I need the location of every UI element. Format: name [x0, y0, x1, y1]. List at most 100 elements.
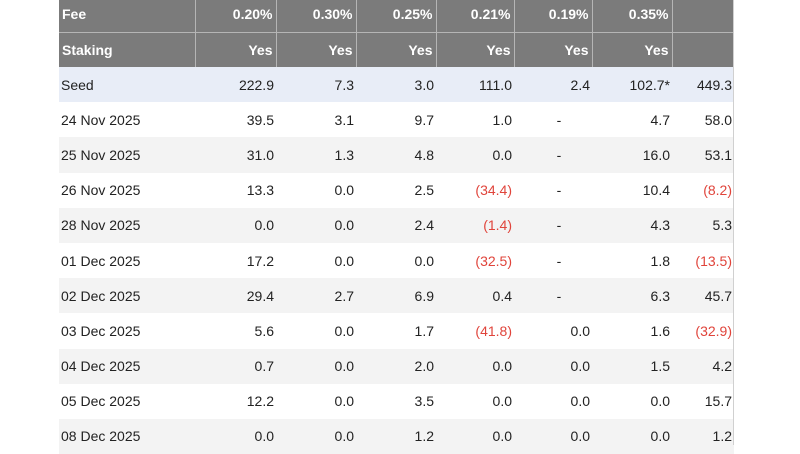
date-cell: 03 Dec 2025 [59, 313, 195, 349]
value-cell: 2.4 [356, 207, 436, 243]
value-cell: 5.6 [195, 313, 276, 349]
value-cell: 6.9 [356, 278, 436, 314]
date-cell: 25 Nov 2025 [59, 137, 195, 173]
value-cell: (32.5) [436, 242, 514, 279]
date-cell: 02 Dec 2025 [59, 278, 195, 314]
value-cell: 29.4 [195, 278, 276, 314]
fee-label: Fee [59, 0, 196, 33]
table-row: 01 Dec 2025 17.2 0.0 0.0 (32.5) -1.8 (13.5) [59, 242, 734, 279]
value-cell: 1.3 [276, 137, 356, 173]
value-cell: 16.0 [592, 137, 672, 173]
value-cell: 0.0 [436, 348, 514, 384]
value-cell: 1.6 [592, 313, 672, 349]
fee-value: 0.21% [436, 0, 515, 33]
value-cell: 0.0 [276, 383, 356, 419]
value-cell: 4.2 [672, 348, 734, 384]
value-cell: 31.0 [195, 137, 276, 173]
value-cell: 2.5 [356, 172, 436, 208]
value-cell: (8.2) [672, 172, 734, 208]
fee-value: 0.25% [356, 0, 437, 33]
table-row: 05 Dec 2025 12.2 0.0 3.5 0.0 0.0 0.0 15.7 [59, 383, 734, 419]
value-cell: 0.0 [514, 418, 592, 454]
value-cell: 7.3 [276, 67, 356, 103]
value-cell: 10.4 [592, 172, 672, 208]
staking-value: Yes [514, 32, 593, 67]
value-cell: - [514, 242, 592, 279]
value-cell: 0.0 [195, 418, 276, 454]
value-cell: 3.0 [356, 67, 436, 103]
table-row: 08 Dec 2025 0.0 0.0 1.2 0.0 0.0 0.0 1.2 [59, 418, 734, 454]
value-cell: 449.3 [672, 67, 734, 103]
value-cell: 5.3 [672, 207, 734, 243]
date-cell: 01 Dec 2025 [59, 242, 195, 279]
value-cell: 39.5 [195, 102, 276, 138]
value-cell: 3.1 [276, 102, 356, 138]
value-cell: 1.8 [592, 242, 672, 279]
value-cell: 45.7 [672, 278, 734, 314]
table-body: Seed 222.9 7.3 3.0 111.0 2.4 102.7* 449.3 24 Nov… [59, 67, 734, 454]
value-cell: 15.7 [672, 383, 734, 419]
value-cell: 1.2 [672, 418, 734, 454]
seed-label: Seed [59, 67, 195, 103]
value-cell: 0.0 [592, 418, 672, 454]
table-row: 26 Nov 2025 13.3 0.0 2.5 (34.4) -10.4 (8.2) [59, 172, 734, 208]
value-cell: 111.0 [436, 67, 514, 103]
value-cell: 58.0 [672, 102, 734, 138]
date-cell: 28 Nov 2025 [59, 207, 195, 243]
table-row: 02 Dec 2025 29.4 2.7 6.9 0.4-6.3 45.7 [59, 278, 734, 314]
value-cell: - [514, 102, 592, 138]
value-cell: 6.3 [592, 278, 672, 314]
value-cell: 9.7 [356, 102, 436, 138]
flows-table-container: Fee 0.20% 0.30% 0.25% 0.21% 0.19% 0.35% … [59, 0, 734, 454]
value-cell: 0.0 [195, 207, 276, 243]
value-cell: - [514, 172, 592, 208]
fee-value: 0.19% [514, 0, 593, 33]
table-right-edge [733, 0, 734, 445]
value-cell: 0.0 [436, 137, 514, 173]
value-cell: (34.4) [436, 172, 514, 208]
value-cell: 2.0 [356, 348, 436, 384]
value-cell: 2.4 [514, 67, 592, 103]
value-cell: 17.2 [195, 242, 276, 279]
value-cell: 0.0 [514, 313, 592, 349]
value-cell: 4.7 [592, 102, 672, 138]
value-cell: 102.7* [592, 67, 672, 103]
value-cell: 0.0 [276, 313, 356, 349]
table-row: 03 Dec 2025 5.6 0.0 1.7 (41.8) 0.0 1.6 (32.9) [59, 313, 734, 349]
value-cell: 0.0 [276, 207, 356, 243]
staking-value: Yes [436, 32, 515, 67]
value-cell: 1.5 [592, 348, 672, 384]
table-row: 04 Dec 2025 0.7 0.0 2.0 0.0 0.0 1.5 4.2 [59, 348, 734, 384]
date-cell: 24 Nov 2025 [59, 102, 195, 138]
value-cell: 0.0 [276, 172, 356, 208]
value-cell: 53.1 [672, 137, 734, 173]
value-cell: 1.0 [436, 102, 514, 138]
table-row: 24 Nov 2025 39.5 3.1 9.7 1.0-4.7 58.0 [59, 102, 734, 138]
value-cell: 0.0 [436, 383, 514, 419]
staking-value: Yes [356, 32, 437, 67]
value-cell: 3.5 [356, 383, 436, 419]
staking-label: Staking [59, 32, 196, 67]
value-cell: 0.0 [276, 348, 356, 384]
value-cell: 0.0 [436, 418, 514, 454]
fee-value: 0.20% [195, 0, 277, 33]
staking-value: Yes [195, 32, 277, 67]
table-row: 25 Nov 2025 31.0 1.3 4.8 0.0-16.0 53.1 [59, 137, 734, 173]
value-cell: - [514, 207, 592, 243]
value-cell: (13.5) [672, 242, 734, 279]
value-cell: 0.4 [436, 278, 514, 314]
value-cell: (32.9) [672, 313, 734, 349]
value-cell: - [514, 137, 592, 173]
value-cell: 0.7 [195, 348, 276, 384]
flows-table: Fee 0.20% 0.30% 0.25% 0.21% 0.19% 0.35% … [59, 0, 734, 454]
value-cell: 0.0 [356, 242, 436, 279]
date-cell: 08 Dec 2025 [59, 418, 195, 454]
value-cell: (1.4) [436, 207, 514, 243]
fee-value: 0.35% [592, 0, 673, 33]
seed-row: Seed 222.9 7.3 3.0 111.0 2.4 102.7* 449.3 [59, 67, 734, 103]
fee-row: Fee 0.20% 0.30% 0.25% 0.21% 0.19% 0.35% [59, 0, 734, 33]
date-cell: 26 Nov 2025 [59, 172, 195, 208]
staking-value: Yes [276, 32, 357, 67]
value-cell: - [514, 278, 592, 314]
value-cell: 0.0 [592, 383, 672, 419]
